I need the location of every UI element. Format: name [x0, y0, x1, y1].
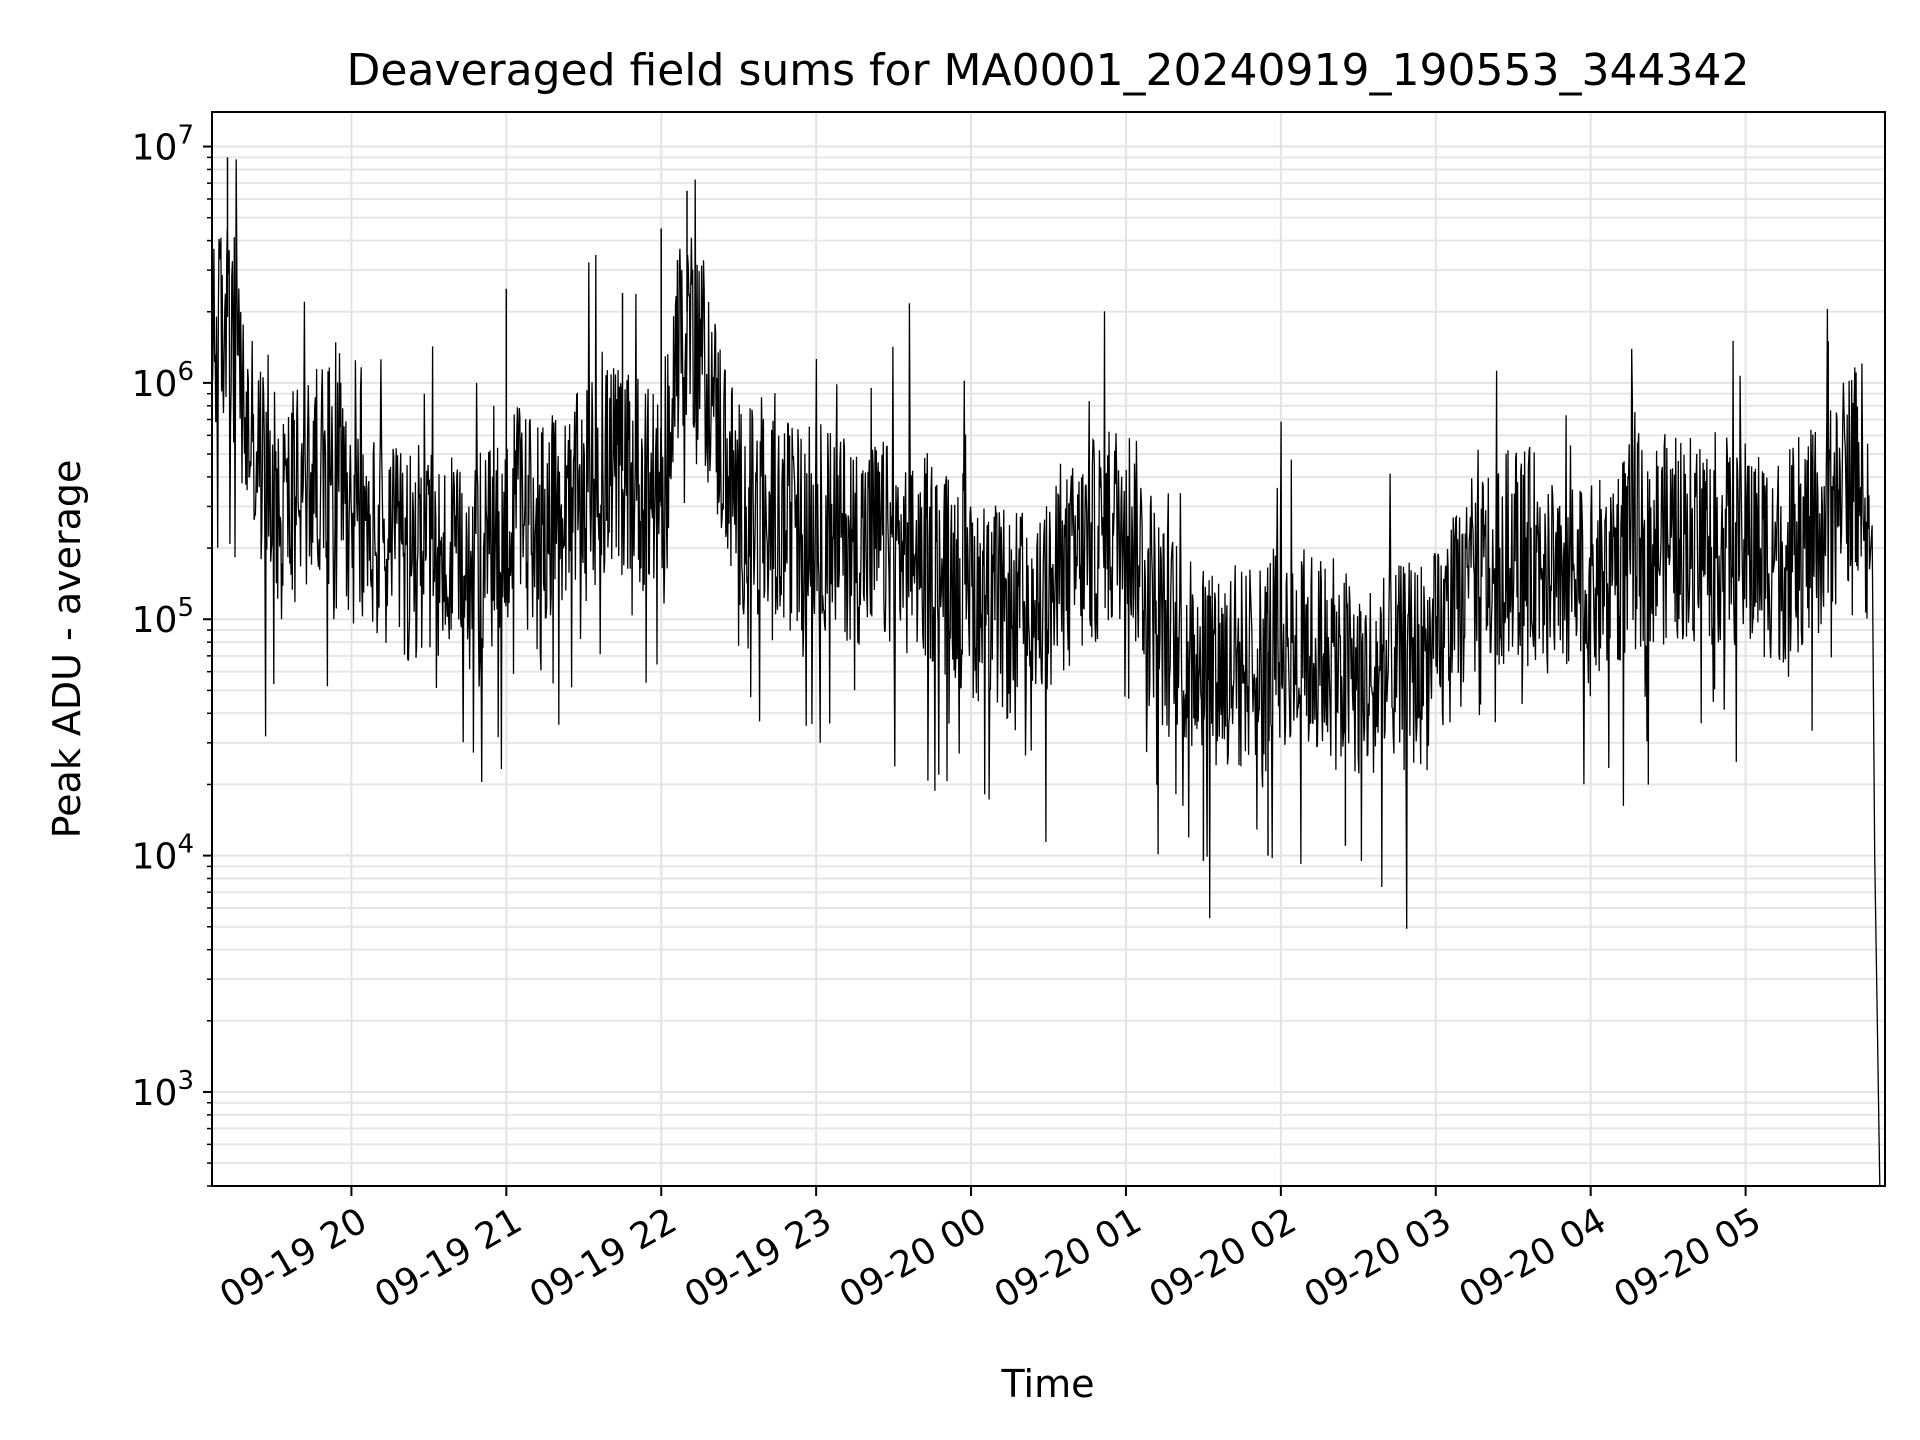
series-line — [211, 159, 1881, 1187]
y-axis-label: Peak ADU - average — [45, 460, 89, 839]
y-axis: 103 104 105 106 107 — [132, 121, 212, 1187]
y-tick-label: 106 — [132, 357, 194, 405]
chart-title: Deaveraged field sums for MA0001_2024091… — [347, 45, 1750, 96]
y-tick-label: 105 — [132, 593, 194, 641]
plot-area — [211, 157, 1881, 1187]
y-tick-label: 104 — [132, 830, 194, 878]
y-tick-label: 103 — [132, 1066, 194, 1114]
x-axis-label: Time — [1001, 1362, 1095, 1406]
y-tick-label: 107 — [132, 121, 194, 169]
plot-frame — [211, 111, 1886, 1187]
